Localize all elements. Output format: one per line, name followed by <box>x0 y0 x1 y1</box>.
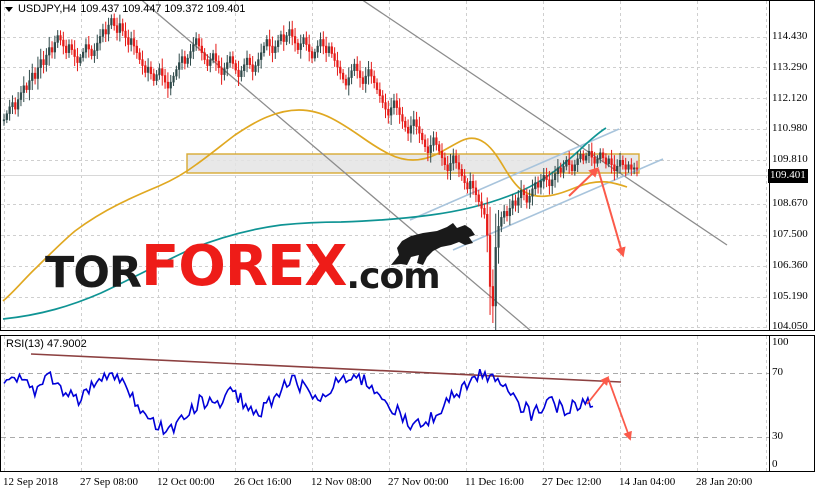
time-tick-2: 12 Oct 00:00 <box>157 476 215 488</box>
rsi-tick-1: 70 <box>772 366 783 378</box>
symbol-label: USDJPY,H4 <box>18 3 77 15</box>
horizontal-gridlines <box>1 37 770 328</box>
price-tick-4: 109.810 <box>772 153 808 165</box>
forecast-arrow-down[interactable] <box>597 168 626 258</box>
rsi-chart-svg <box>1 336 770 471</box>
time-tick-6: 11 Dec 16:00 <box>465 476 524 488</box>
rsi-forecast-arrow-up[interactable] <box>586 376 610 405</box>
rsi-header-label: RSI(13) 47.9002 <box>6 338 87 350</box>
time-tick-3: 26 Oct 16:00 <box>234 476 292 488</box>
descending-trendline-lower[interactable] <box>131 1 531 330</box>
channel-upper-line[interactable] <box>409 128 620 221</box>
price-tick-9: 104.050 <box>772 320 808 332</box>
ohlc-values: 109.437 109.447 109.372 109.401 <box>80 3 246 15</box>
time-tick-7: 27 Dec 12:00 <box>542 476 602 488</box>
rsi-forecast-arrows[interactable] <box>586 376 632 441</box>
rsi-vertical-gridlines <box>4 336 767 471</box>
time-tick-1: 27 Sep 08:00 <box>80 476 139 488</box>
rsi-descending-trendline[interactable] <box>30 353 622 383</box>
symbol-header[interactable]: USDJPY,H4 109.437 109.447 109.372 109.40… <box>5 2 245 16</box>
resistance-zone-rectangle[interactable] <box>186 153 640 174</box>
current-price-tag: 109.401 <box>768 169 808 183</box>
time-tick-5: 27 Nov 00:00 <box>388 476 449 488</box>
rsi-line[interactable] <box>3 368 594 436</box>
price-tick-6: 107.500 <box>772 228 808 240</box>
price-tick-2: 112.120 <box>772 92 808 104</box>
price-chart-svg <box>1 1 770 330</box>
forecast-arrow-up[interactable] <box>568 167 600 197</box>
time-tick-0: 12 Sep 2018 <box>3 476 58 488</box>
rsi-indicator-panel[interactable]: RSI(13) 47.9002 <box>0 335 815 472</box>
rsi-forecast-arrow-down[interactable] <box>607 377 632 441</box>
price-tick-5: 108.670 <box>772 197 808 209</box>
price-plot-area[interactable]: TOR FOREX .com <box>1 1 814 330</box>
price-tick-7: 106.360 <box>772 259 808 271</box>
triangle-down-icon[interactable] <box>5 6 13 12</box>
rsi-tick-3: 0 <box>772 458 778 470</box>
price-tick-8: 105.190 <box>772 290 808 302</box>
moving-average-fast <box>2 109 628 302</box>
time-tick-8: 14 Jan 04:00 <box>619 476 676 488</box>
rsi-plot-area[interactable] <box>1 336 814 471</box>
descending-trendlines[interactable] <box>131 1 728 330</box>
price-tick-1: 113.290 <box>772 61 808 73</box>
price-tick-0: 114.430 <box>772 30 808 42</box>
descending-trendline-upper[interactable] <box>346 1 728 246</box>
rsi-tick-2: 30 <box>772 430 783 442</box>
time-tick-4: 12 Nov 08:00 <box>311 476 372 488</box>
price-tick-3: 110.980 <box>772 122 808 134</box>
price-chart-panel[interactable]: TOR FOREX .com USDJPY,H4 109.437 109.447… <box>0 0 815 331</box>
time-tick-9: 28 Jan 20:00 <box>696 476 753 488</box>
candlestick-series[interactable] <box>2 13 639 330</box>
rsi-tick-0: 100 <box>772 336 789 348</box>
time-axis: 12 Sep 2018 27 Sep 08:00 12 Oct 00:00 26… <box>0 474 815 494</box>
forecast-arrows[interactable] <box>568 167 626 258</box>
